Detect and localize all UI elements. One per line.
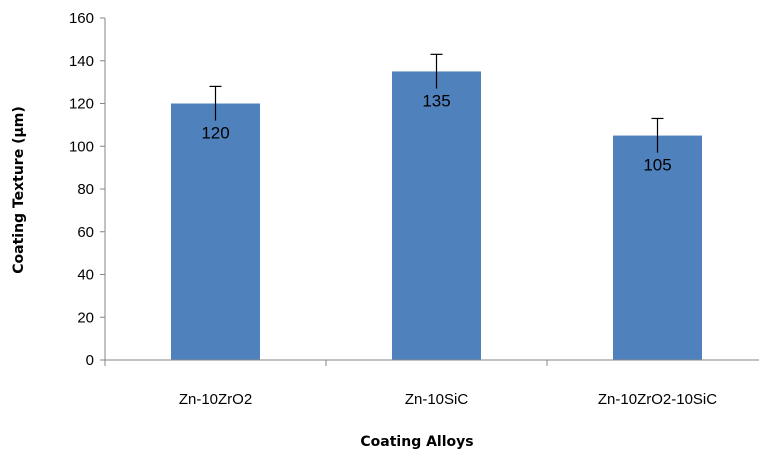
bar [613, 135, 702, 360]
y-tick-label: 120 [69, 96, 94, 113]
bars-group [171, 71, 702, 360]
y-tick-label: 160 [69, 10, 94, 27]
error-bars-group [209, 53, 664, 153]
y-tick-label: 140 [69, 53, 94, 70]
y-tick-label: 20 [77, 309, 94, 326]
x-tick-label: Zn-10ZrO2-10SiC [598, 391, 717, 408]
bar [392, 71, 481, 360]
data-label: 135 [422, 91, 450, 110]
data-label: 120 [201, 124, 229, 143]
y-tick-label: 40 [77, 267, 94, 284]
y-tick-label: 100 [69, 138, 94, 155]
data-label: 105 [643, 156, 671, 175]
bar [171, 103, 260, 360]
y-tick-label: 0 [86, 352, 94, 369]
x-tick-label: Zn-10SiC [405, 391, 469, 408]
y-axis-title: Coating Texture (µm) [11, 106, 27, 274]
x-tick-label: Zn-10ZrO2 [179, 391, 252, 408]
y-tick-label: 80 [77, 181, 94, 198]
x-axis-title: Coating Alloys [360, 434, 473, 450]
data-labels-group: 120 135 105 [201, 91, 671, 174]
ticks-group: 0 20 40 60 80 100 120 140 160 Zn-10ZrO2 Zn-10SiC Zn… [69, 10, 717, 408]
y-tick-label: 60 [77, 224, 94, 241]
